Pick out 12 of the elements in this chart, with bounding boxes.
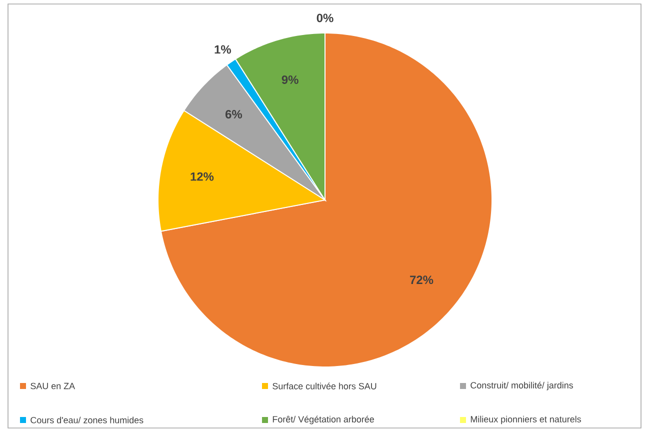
legend-label: Surface cultivée hors SAU	[272, 382, 376, 390]
legend-label: Milieux pionniers et naturels	[470, 416, 581, 424]
legend-label: Forêt/ Végétation arborée	[272, 416, 374, 424]
data-label: 12%	[190, 172, 214, 181]
legend-label: SAU en ZA	[30, 382, 76, 390]
data-label: 1%	[214, 45, 232, 54]
data-label: 6%	[226, 110, 242, 118]
legend-label: Construit/ mobilité/ jardins	[470, 382, 574, 390]
data-label: 9%	[282, 75, 298, 84]
data-label: 72%	[410, 276, 434, 284]
legend-label: Cours d'eau/ zones humides	[30, 416, 144, 424]
text: 0%	[316, 14, 334, 22]
